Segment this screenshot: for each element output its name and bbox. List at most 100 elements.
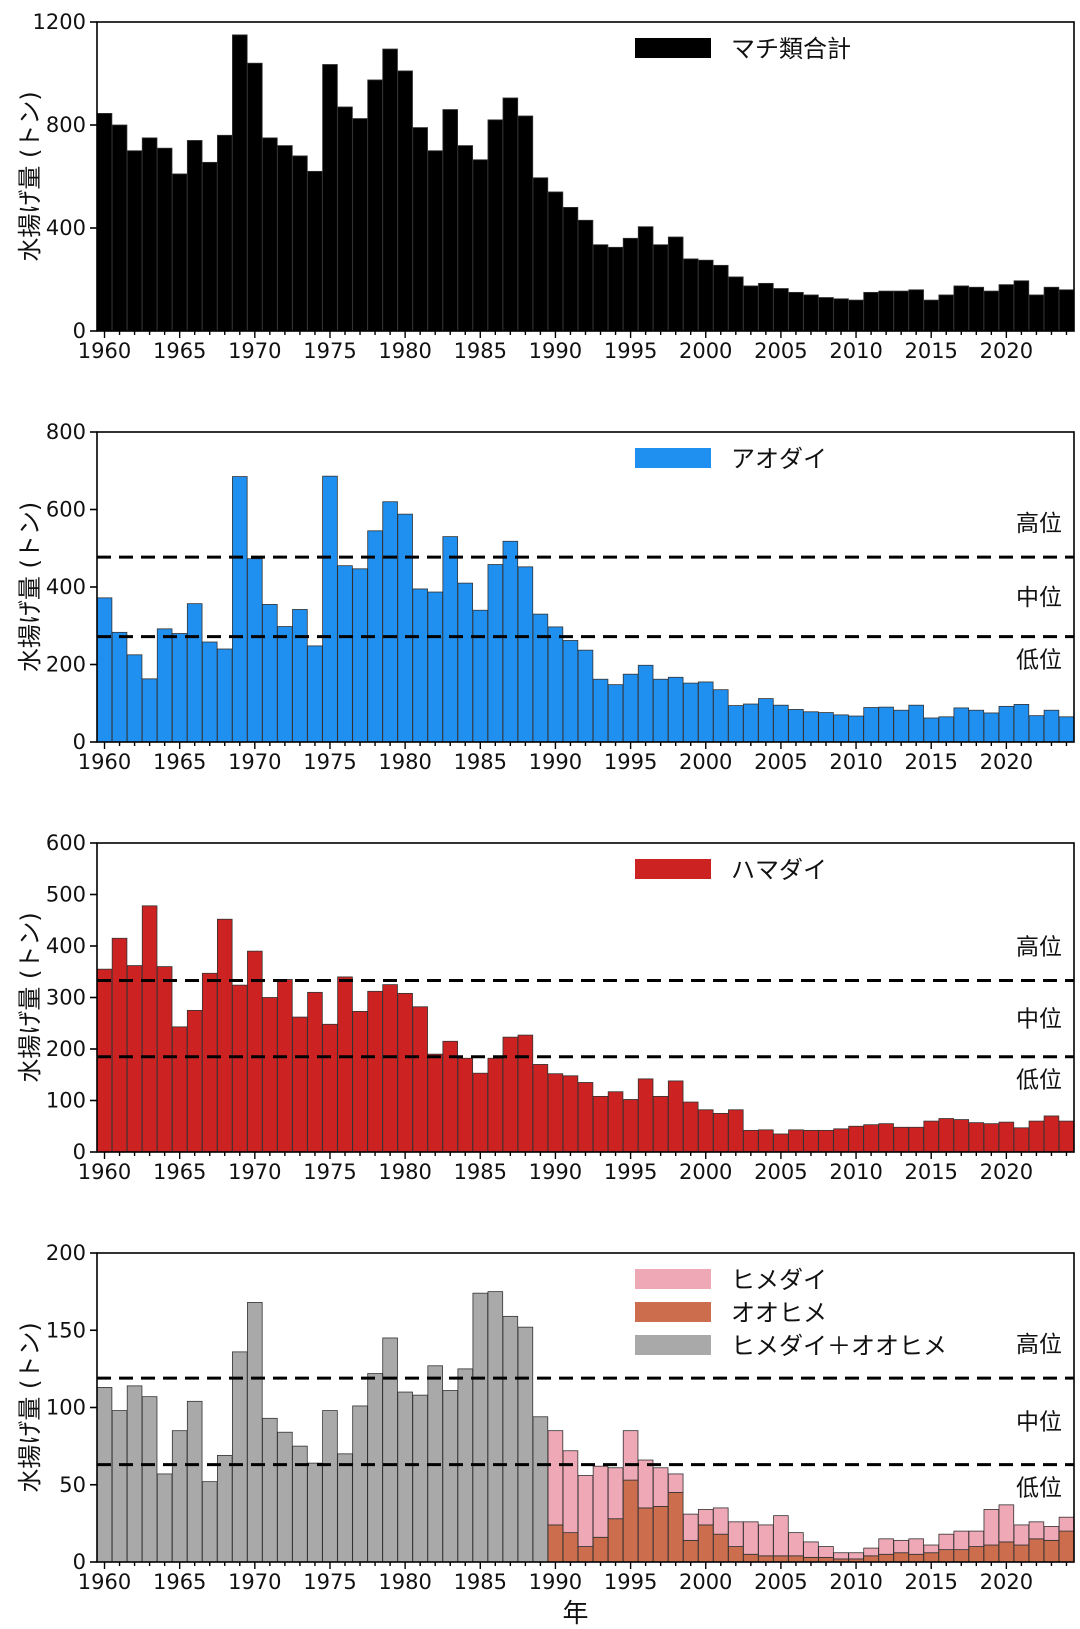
x-tick-label: 2005 (754, 1160, 807, 1184)
bar (141, 905, 158, 1153)
y-tick-label: 0 (73, 1140, 86, 1164)
bar (923, 299, 939, 332)
bar (262, 997, 278, 1153)
bar (487, 564, 504, 743)
bar (382, 48, 398, 332)
bar (1043, 1526, 1060, 1541)
legend-swatch (635, 1335, 711, 1355)
bar (277, 1431, 293, 1563)
bar (788, 1555, 804, 1563)
bar (141, 137, 158, 332)
bar (803, 1129, 819, 1153)
bar (848, 299, 864, 332)
bar (1028, 1120, 1045, 1153)
bar (547, 1073, 564, 1153)
bar (893, 709, 909, 743)
bar (773, 288, 789, 332)
bar (472, 1292, 489, 1563)
bar (803, 294, 819, 332)
bar (893, 1552, 909, 1563)
bar (186, 140, 203, 332)
bar (983, 1509, 1000, 1546)
bar (232, 34, 248, 332)
x-tick-label: 1970 (228, 1570, 281, 1594)
y-axis-label: 水揚げ量 (トン) (16, 502, 44, 672)
bar (682, 1539, 699, 1563)
bar (803, 1541, 819, 1558)
x-tick-label: 1985 (454, 339, 507, 363)
bar (622, 1430, 639, 1481)
bar (562, 206, 579, 332)
chart-panel-1: 0 400 800 1200 1960 1965 1970 1975 1980 1985 1990 1… (16, 10, 1075, 363)
y-tick-label: 0 (73, 730, 86, 754)
x-tick-label: 2000 (679, 339, 732, 363)
bar (216, 134, 233, 332)
bar (427, 150, 443, 332)
bar (968, 1122, 985, 1153)
bar (652, 244, 669, 332)
bar (697, 1109, 714, 1153)
bar (833, 1552, 849, 1560)
x-tick-label: 1980 (378, 750, 431, 774)
bar (337, 106, 353, 332)
bar (307, 1462, 323, 1563)
bar (547, 1430, 564, 1526)
bar (743, 1553, 759, 1563)
bar (307, 645, 323, 743)
bar (592, 1095, 609, 1153)
x-tick-label: 1975 (303, 1160, 356, 1184)
bar (126, 965, 143, 1153)
bar (833, 714, 849, 743)
bar (201, 972, 218, 1153)
bar (111, 631, 128, 743)
bar (487, 119, 504, 332)
bar (607, 684, 624, 743)
x-tick-label: 2010 (829, 750, 882, 774)
bar (622, 673, 639, 743)
bar (728, 276, 744, 332)
legend-label: ヒメダイ＋オオヒメ (731, 1332, 947, 1360)
bar (442, 1390, 458, 1563)
bar (96, 1387, 113, 1563)
bar (758, 1129, 774, 1153)
bar (953, 1530, 970, 1551)
bar (878, 290, 894, 332)
bar (983, 1544, 1000, 1563)
bar (532, 1416, 549, 1563)
x-tick-label: 1995 (604, 339, 657, 363)
x-tick-label: 2005 (754, 339, 807, 363)
bar (457, 1057, 474, 1153)
legend-label: マチ類合計 (731, 35, 851, 63)
bar (818, 1546, 834, 1558)
x-tick-label: 1960 (78, 339, 131, 363)
x-tick-label: 1980 (378, 1160, 431, 1184)
bar (697, 681, 714, 743)
bar (292, 155, 308, 332)
bar (818, 712, 834, 743)
bar (232, 476, 248, 743)
y-tick-label: 0 (73, 1550, 86, 1574)
legend-swatch (635, 1269, 711, 1289)
bar (1028, 715, 1045, 743)
bar (998, 1541, 1015, 1563)
bar (457, 145, 474, 332)
bar (1013, 704, 1030, 743)
bar (111, 1410, 128, 1563)
bar (667, 676, 684, 743)
bar (1028, 294, 1045, 332)
bar (682, 1513, 699, 1541)
bar (292, 1016, 308, 1153)
bar (983, 712, 1000, 743)
y-tick-label: 100 (46, 1089, 86, 1113)
bar (397, 70, 413, 332)
x-tick-label: 1970 (228, 339, 281, 363)
bar (938, 1533, 954, 1551)
series-2 (547, 1479, 1075, 1563)
bar (247, 1302, 263, 1563)
bar (667, 236, 684, 332)
bar (667, 1492, 684, 1563)
level-label-high: 高位 (1016, 511, 1062, 537)
bar (96, 113, 113, 332)
bar (728, 1521, 744, 1547)
